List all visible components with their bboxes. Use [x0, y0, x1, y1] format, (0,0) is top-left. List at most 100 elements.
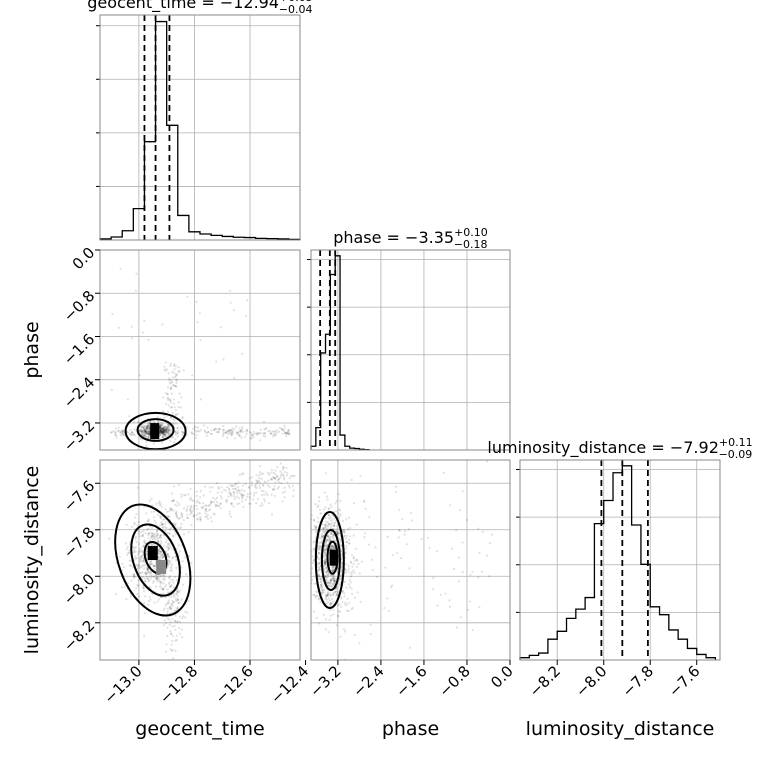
- scatter-point: [329, 614, 332, 617]
- scatter-point: [237, 485, 240, 489]
- scatter-point: [157, 420, 160, 423]
- scatter-point: [166, 428, 169, 431]
- scatter-point: [326, 573, 329, 577]
- scatter-point: [158, 598, 161, 601]
- scatter-point: [163, 574, 166, 577]
- scatter-point: [316, 505, 319, 509]
- scatter-point: [163, 428, 166, 431]
- scatter-point: [331, 613, 335, 616]
- scatter-point: [240, 493, 243, 496]
- scatter-point: [320, 583, 323, 587]
- scatter-point: [148, 432, 151, 435]
- scatter-point: [204, 515, 207, 518]
- scatter-point: [135, 512, 138, 516]
- scatter-point: [339, 605, 343, 608]
- scatter-point: [320, 533, 323, 536]
- scatter-point: [151, 532, 154, 535]
- x-tick-label: −3.2: [306, 662, 344, 700]
- scatter-point: [159, 534, 162, 537]
- scatter-point: [237, 434, 240, 437]
- scatter-point: [238, 489, 241, 492]
- scatter-point: [166, 565, 170, 568]
- scatter-point: [329, 581, 332, 584]
- scatter-point: [209, 502, 212, 505]
- scatter-point: [351, 571, 354, 574]
- scatter-point: [317, 566, 321, 569]
- scatter-point: [189, 487, 192, 491]
- scatter-point: [178, 369, 181, 372]
- scatter-point: [129, 595, 132, 598]
- scatter-point: [329, 578, 332, 581]
- scatter-point: [235, 489, 238, 493]
- scatter-point: [255, 481, 258, 484]
- scatter-point: [204, 485, 207, 488]
- scatter-point: [248, 502, 251, 505]
- scatter-point: [315, 595, 318, 598]
- scatter-point: [155, 534, 158, 537]
- scatter-point: [153, 575, 156, 578]
- scatter-point: [317, 496, 321, 499]
- scatter-point: [160, 428, 163, 431]
- scatter-point: [162, 428, 165, 431]
- scatter-point: [182, 507, 186, 510]
- scatter-point: [165, 431, 168, 434]
- scatter-point: [329, 503, 332, 506]
- scatter-point: [160, 505, 163, 508]
- scatter-point: [146, 432, 149, 435]
- scatter-point: [176, 590, 179, 593]
- scatter-point: [146, 425, 149, 428]
- scatter-point: [159, 429, 162, 432]
- scatter-point: [214, 427, 217, 431]
- scatter-point: [240, 493, 243, 496]
- scatter-point: [186, 295, 189, 298]
- scatter-point: [145, 428, 148, 431]
- scatter-point: [265, 491, 268, 494]
- scatter-point: [241, 497, 244, 500]
- scatter-point: [322, 527, 325, 530]
- scatter-point: [273, 431, 276, 434]
- scatter-point: [145, 431, 148, 434]
- scatter-point: [329, 593, 332, 597]
- scatter-point: [342, 530, 345, 534]
- scatter-point: [165, 428, 168, 431]
- scatter-point: [343, 595, 346, 598]
- scatter-point: [141, 432, 144, 435]
- scatter-point: [169, 585, 172, 588]
- scatter-point: [141, 571, 144, 574]
- scatter-point: [215, 504, 218, 507]
- scatter-point: [331, 566, 334, 570]
- scatter-point: [133, 575, 136, 578]
- scatter-point: [144, 432, 148, 435]
- title-lower-error: −0.18: [454, 238, 488, 251]
- scatter-point: [336, 531, 339, 534]
- scatter-point: [119, 434, 122, 437]
- scatter-point: [139, 560, 142, 564]
- scatter-point: [156, 513, 159, 516]
- scatter-point: [248, 486, 251, 489]
- scatter-point: [242, 505, 245, 508]
- scatter-point: [324, 557, 327, 561]
- scatter-point: [145, 553, 148, 556]
- scatter-point: [152, 510, 155, 513]
- scatter-point: [331, 514, 334, 517]
- scatter-point: [146, 567, 149, 571]
- scatter-point: [333, 547, 336, 550]
- scatter-point: [147, 570, 150, 573]
- scatter-point: [155, 534, 158, 538]
- scatter-point: [207, 504, 210, 507]
- scatter-point: [235, 483, 238, 486]
- scatter-point: [350, 573, 353, 576]
- scatter-point: [246, 495, 249, 498]
- scatter-point: [154, 577, 157, 580]
- scatter-point: [137, 550, 140, 553]
- scatter-point: [323, 560, 326, 563]
- scatter-point: [133, 558, 136, 562]
- scatter-point: [259, 439, 262, 442]
- scatter-points: [108, 462, 296, 660]
- scatter-point: [172, 581, 175, 584]
- scatter-point: [159, 426, 162, 429]
- scatter-point: [264, 435, 267, 438]
- scatter-point: [325, 595, 328, 598]
- scatter-point: [167, 423, 170, 426]
- scatter-point: [339, 541, 342, 544]
